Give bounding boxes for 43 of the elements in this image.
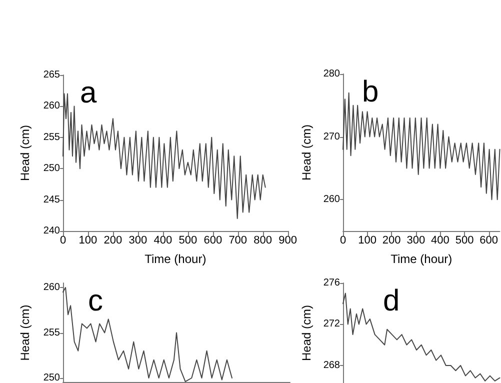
x-tick-label: 500 [178,234,198,246]
y-tick-label: 240 [43,226,60,236]
chart-title: c [88,284,103,318]
chart-title: a [80,76,97,110]
y-tick-label: 276 [323,278,340,288]
y-tick-label: 250 [43,372,60,383]
x-axis-title: Time (hour) [390,252,452,266]
y-axis-title: Head (cm) [18,124,32,182]
y-tick-label: 270 [323,131,340,142]
x-tick-label: 0 [340,234,346,246]
y-tick-label: 245 [43,194,60,206]
x-tick-label: 400 [431,234,450,246]
x-tick-label: 0 [60,234,66,246]
y-tick-label: 268 [323,360,340,371]
x-tick-label: 300 [128,234,148,246]
x-tick-label: 900 [278,234,298,246]
x-tick-label: 200 [104,234,122,246]
x-tick-label: 700 [228,234,248,246]
x-tick-label: 600 [480,234,498,246]
x-axis-title: Time (hour) [144,252,206,266]
y-tick-label: 265 [43,70,60,80]
y-tick-label: 255 [43,327,60,338]
x-tick-label: 100 [358,234,376,246]
y-tick-label: 272 [323,318,340,330]
x-tick-label: 400 [154,234,172,246]
x-tick-label: 800 [254,234,272,246]
line-series [62,287,232,382]
y-axis-title: Head (cm) [18,304,32,361]
y-tick-label: 255 [43,132,60,143]
y-axis-title: Head (cm) [299,124,314,181]
chart-title: d [383,284,400,318]
chart-title: b [362,76,379,108]
x-tick-label: 600 [204,234,222,246]
x-tick-label: 100 [78,234,98,246]
y-axis-title: Head (cm) [299,304,314,362]
y-tick-label: 280 [323,68,340,80]
y-tick-label: 250 [43,163,60,174]
x-tick-label: 200 [382,234,401,246]
y-tick-label: 260 [43,282,60,294]
x-tick-label: 500 [455,234,474,246]
x-tick-label: 300 [406,234,426,246]
y-tick-label: 260 [43,100,60,112]
y-tick-label: 260 [323,194,340,206]
